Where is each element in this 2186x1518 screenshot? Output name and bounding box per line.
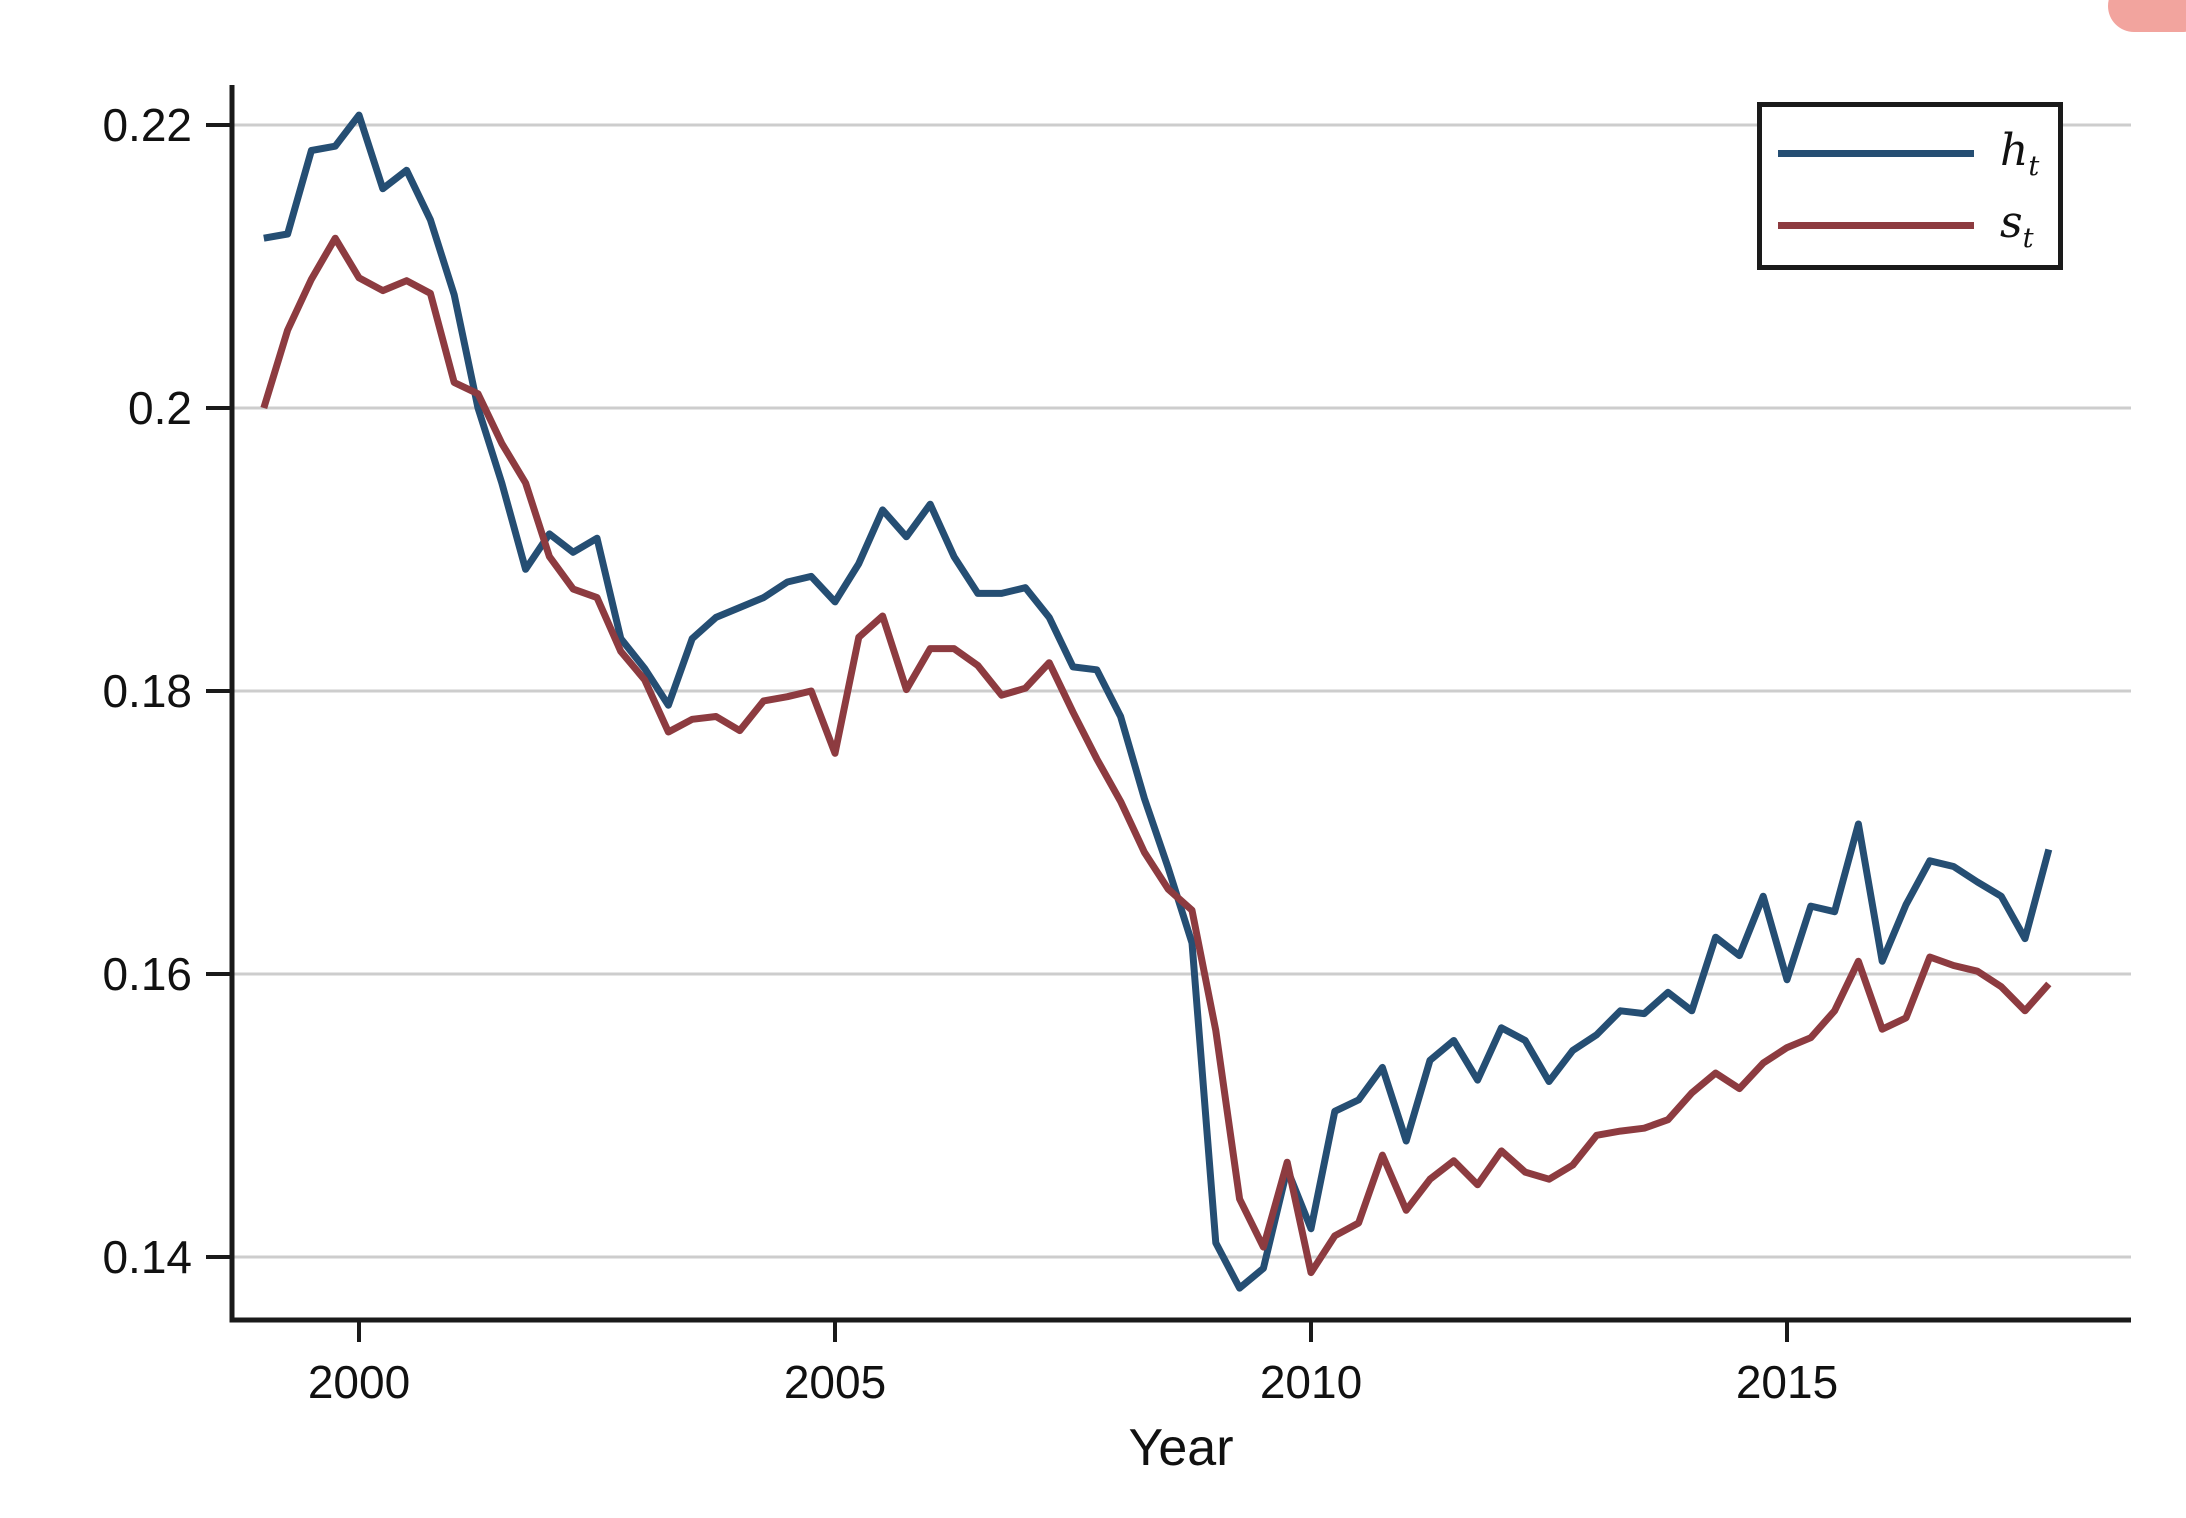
y-tick-label: 0.22 [102,99,192,151]
legend-label-st: st [2000,197,2034,254]
corner-ui-artifact [2108,0,2186,32]
legend-item-st: st [1762,189,2058,261]
x-axis-title: Year [1128,1419,1234,1477]
series-line-s_t [260,234,2052,1277]
legend-line-ht [1778,150,1974,157]
y-tick-label: 0.2 [128,382,192,434]
y-tick-label: 0.14 [102,1231,192,1283]
series-line-h_t [263,111,2053,1292]
legend-box: ht st [1757,102,2063,270]
x-tick-label: 2005 [784,1356,886,1408]
legend-line-st [1778,222,1974,229]
x-tick-label: 2000 [308,1356,410,1408]
legend-item-ht: ht [1762,117,2058,189]
y-tick-label: 0.16 [102,948,192,1000]
y-tick-label: 0.18 [102,665,192,717]
legend-label-ht: ht [2000,125,2040,182]
x-tick-label: 2015 [1736,1356,1838,1408]
x-tick-label: 2010 [1260,1356,1362,1408]
